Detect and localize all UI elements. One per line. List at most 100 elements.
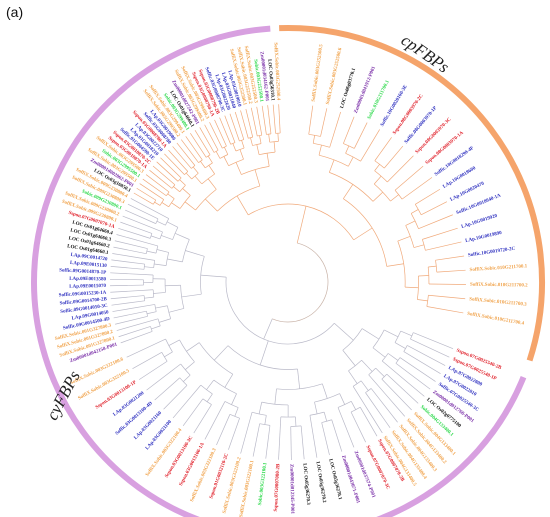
- tree-branch: [214, 345, 229, 361]
- tree-branch: [348, 359, 362, 372]
- tree-branch: [268, 134, 271, 143]
- leaf-label: SoffiX.Sobic.003G322100.1: [239, 460, 255, 517]
- tree-branch: [343, 198, 388, 267]
- tree-branch: [114, 240, 148, 249]
- tree-branch: [345, 145, 350, 154]
- tree-branch: [185, 136, 203, 161]
- tree-branch: [154, 263, 167, 266]
- tree-branch: [308, 133, 321, 137]
- leaf-label: Soffic.09G0014870-1P: [59, 268, 106, 275]
- tree-branch: [334, 322, 354, 341]
- tree-branch: [152, 165, 176, 186]
- tree-branch: [374, 170, 388, 183]
- tree-branch: [110, 295, 145, 300]
- tree-branch: [171, 202, 181, 209]
- tree-branch: [248, 203, 354, 241]
- tree-branch: [171, 184, 176, 189]
- tree-branch: [320, 108, 328, 137]
- tree-branch: [374, 137, 392, 161]
- tree-branch: [274, 388, 277, 405]
- leaf-label: Soffic.09G0014700-2B: [59, 297, 107, 306]
- tree-branch: [418, 214, 453, 230]
- tree-branch: [145, 174, 170, 193]
- tree-branch: [163, 385, 188, 410]
- tree-branch: [207, 155, 213, 164]
- tree-branch: [161, 202, 169, 208]
- tree-branch: [259, 151, 276, 156]
- tree-branch: [161, 235, 173, 240]
- tree-branch: [309, 411, 325, 416]
- tree-branch: [219, 154, 228, 159]
- leaf-label: LOC Os05g36270.1: [327, 459, 342, 501]
- tree-branch: [156, 249, 169, 253]
- tree-branch: [261, 105, 267, 135]
- tree-branch: [348, 370, 358, 384]
- tree-branch: [250, 107, 258, 137]
- tree-branch: [116, 318, 159, 331]
- leaf-label: Sspon.07G0025540-2B: [456, 348, 503, 371]
- leaf-label: SoffiX.Sobic.003G252500.5: [311, 44, 324, 103]
- tree-branch: [394, 342, 406, 349]
- tree-branch: [136, 187, 157, 201]
- tree-branch: [186, 342, 200, 352]
- tree-branch: [153, 292, 166, 294]
- tree-branch: [130, 198, 169, 219]
- tree-branch: [160, 157, 182, 179]
- tree-branch: [321, 419, 332, 423]
- tree-branch: [207, 178, 217, 190]
- tree-branch: [204, 401, 226, 440]
- tree-branch: [232, 143, 237, 152]
- tree-branch: [295, 416, 297, 427]
- leaf-label: SoffiX.Sobic.010G211700.4: [467, 312, 525, 327]
- tree-branch: [150, 326, 153, 332]
- tree-branch: [390, 194, 399, 202]
- tree-branch: [113, 246, 147, 255]
- tree-branch: [185, 361, 195, 370]
- tree-branch: [224, 373, 234, 388]
- tree-branch: [352, 380, 362, 387]
- tree-branch: [272, 104, 276, 134]
- tree-branch: [110, 284, 144, 287]
- tree-branch: [414, 204, 422, 215]
- tree-branch: [185, 172, 192, 180]
- leaf-label: LAp.09E0013580: [69, 277, 106, 283]
- tree-branch: [173, 186, 180, 193]
- tree-branch: [224, 115, 236, 143]
- tree-branch: [400, 330, 413, 337]
- tree-branch: [231, 393, 237, 405]
- tree-branch: [152, 289, 155, 298]
- tree-branch: [167, 193, 175, 199]
- tree-branch: [191, 172, 199, 180]
- leaf-label: LOC Os05g36270.3: [301, 463, 310, 505]
- tree-branch: [383, 145, 404, 169]
- tree-branch: [269, 140, 279, 143]
- tree-branch: [118, 326, 151, 338]
- tree-branch: [425, 241, 462, 251]
- tree-branch: [228, 158, 244, 167]
- tree-branch: [256, 144, 260, 155]
- leaf-label: LOC Os01g64660.1: [67, 244, 109, 256]
- tree-branch: [374, 164, 380, 171]
- tree-branch: [422, 239, 426, 251]
- tree-branch: [353, 122, 368, 149]
- tree-branch: [127, 203, 159, 220]
- tree-branch: [323, 412, 328, 422]
- tree-branch: [144, 266, 154, 269]
- leaf-label: LOC Os03g56310.1: [266, 59, 274, 101]
- tree-branch: [200, 161, 206, 169]
- tree-branch: [200, 274, 227, 278]
- tree-branch: [241, 140, 245, 149]
- tree-branch: [352, 386, 383, 434]
- tree-branch: [182, 398, 204, 427]
- tree-branch: [168, 198, 175, 208]
- tree-branch: [300, 425, 305, 460]
- tree-branch: [395, 363, 431, 390]
- tree-branch: [318, 144, 322, 156]
- tree-branch: [115, 315, 148, 325]
- tree-branch: [216, 414, 231, 446]
- tree-branch: [120, 221, 153, 234]
- tree-branch: [278, 416, 282, 460]
- tree-branch: [399, 357, 436, 382]
- tree-branch: [403, 351, 441, 374]
- tree-branch: [110, 272, 154, 276]
